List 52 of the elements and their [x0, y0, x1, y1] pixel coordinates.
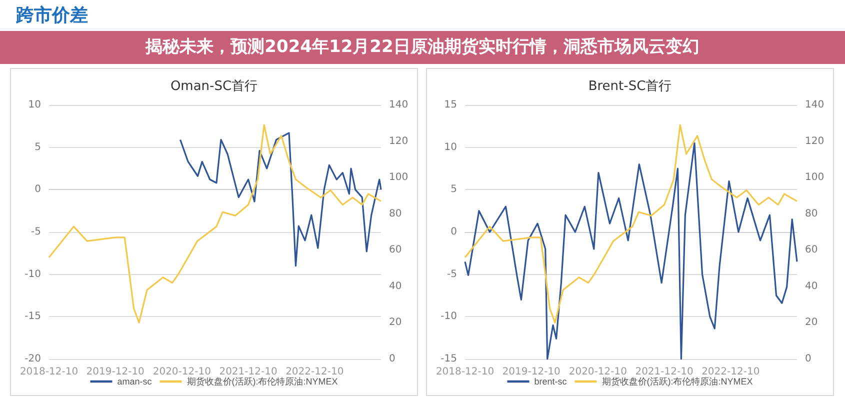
y2-tick-label: 60	[389, 244, 402, 256]
x-tick-label: 2018-12-10	[20, 366, 78, 378]
line-series	[48, 124, 382, 324]
line-series	[464, 142, 798, 360]
y2-tick-label: 120	[805, 136, 824, 147]
y-tick-label: -15	[440, 354, 457, 364]
x-tick-label: 2022-12-10	[286, 366, 344, 378]
x-tick-label: 2018-12-10	[436, 366, 494, 378]
y-tick-label: -5	[447, 268, 457, 280]
y2-tick-label: 60	[805, 244, 818, 256]
y2-tick-label: 80	[805, 208, 818, 220]
x-tick-label: 2022-12-10	[702, 366, 760, 378]
y2-tick-label: 0	[389, 354, 396, 364]
chart-title: Oman-SC首行	[170, 79, 258, 94]
x-tick-label: 2020-12-10	[568, 366, 627, 378]
line-series	[464, 124, 798, 324]
y2-tick-label: 0	[805, 354, 812, 364]
y-tick-label: -20	[24, 354, 41, 364]
y2-tick-label: 40	[389, 280, 402, 292]
x-tick-label: 2021-12-10	[219, 366, 278, 378]
x-tick-label: 2019-12-10	[502, 366, 560, 378]
legend-label: 期货收盘价(活跃):布伦特原油:NYMEX	[602, 376, 753, 386]
y-tick-label: 10	[28, 100, 41, 110]
y2-tick-label: 20	[805, 317, 818, 328]
y-tick-label: 0	[450, 226, 457, 238]
y2-tick-label: 100	[805, 172, 824, 184]
legend-label: 期货收盘价(活跃):布伦特原油:NYMEX	[186, 376, 338, 386]
line-series	[179, 132, 382, 267]
legend-label: brent-sc	[534, 376, 568, 386]
y2-tick-label: 140	[389, 100, 408, 110]
y-tick-label: 0	[34, 184, 41, 196]
y2-tick-label: 120	[389, 136, 408, 147]
text: 跨市价差	[16, 4, 88, 28]
y-tick-label: -15	[24, 311, 41, 322]
y-tick-label: 15	[444, 100, 457, 110]
legend-label: aman-sc	[117, 376, 152, 386]
chart-title: Brent-SC首行	[588, 79, 672, 94]
y2-tick-label: 100	[389, 172, 408, 184]
y2-tick-label: 20	[389, 317, 402, 328]
x-tick-label: 2020-12-10	[152, 366, 211, 378]
y-tick-label: -10	[24, 268, 41, 280]
y-tick-label: 10	[444, 142, 457, 153]
y-tick-label: -10	[440, 311, 457, 322]
y2-tick-label: 140	[805, 100, 824, 110]
y-tick-label: 5	[450, 184, 457, 196]
y-tick-label: -5	[31, 226, 41, 238]
y2-tick-label: 40	[805, 280, 818, 292]
x-tick-label: 2019-12-10	[86, 366, 144, 378]
y-tick-label: 5	[34, 142, 41, 153]
y2-tick-label: 80	[389, 208, 402, 220]
x-tick-label: 2021-12-10	[635, 366, 694, 378]
text: 揭秘未来，预测2024年12月22日原油期货实时行情，洞悉市场风云变幻	[0, 31, 845, 64]
